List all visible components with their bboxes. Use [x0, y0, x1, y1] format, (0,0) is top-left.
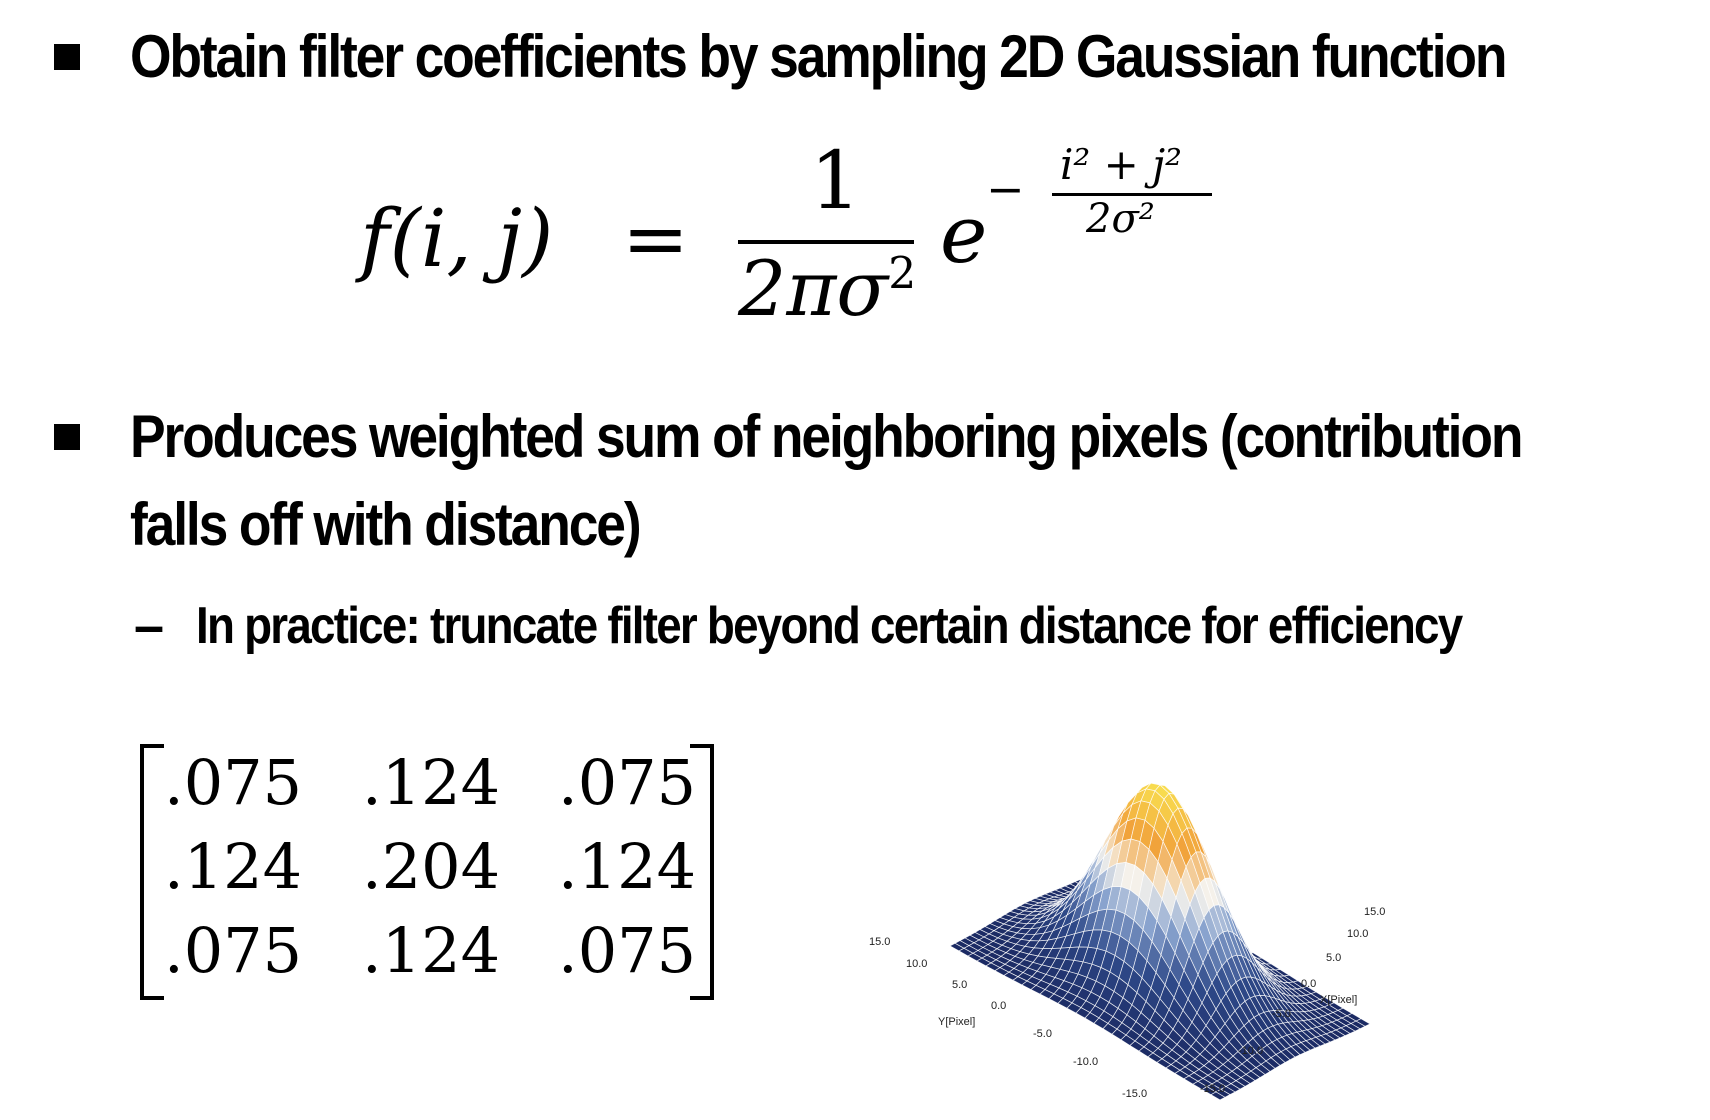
- denominator-exponent: 2: [888, 248, 917, 300]
- formula-numerator: 1: [810, 134, 861, 227]
- formula-equals: =: [622, 192, 690, 285]
- y-tick-label: 5.0: [952, 979, 968, 991]
- matrix-right-bracket: [690, 744, 714, 1000]
- sub-bullet-text: In practice: truncate filter beyond cert…: [196, 597, 1463, 655]
- x-tick-label: 10.0: [1347, 928, 1369, 940]
- exponent-numerator: i² + j²: [1060, 140, 1183, 189]
- exponent-denominator: 2σ²: [1086, 196, 1155, 242]
- matrix-cell: .075: [558, 746, 697, 819]
- matrix-cell: .124: [362, 746, 501, 819]
- x-tick-label: -5.0: [1272, 1008, 1291, 1020]
- x-tick-label: 15.0: [1364, 906, 1386, 918]
- formula-base-e: e: [940, 188, 988, 281]
- bullet-text-2-line-2: falls off with distance): [130, 491, 642, 558]
- matrix-cell: .075: [164, 746, 303, 819]
- y-tick-label: 15.0: [869, 936, 891, 948]
- formula-denominator: 2πσ2: [738, 244, 916, 333]
- matrix-cell: .075: [558, 914, 697, 987]
- bullet-square: [54, 44, 80, 70]
- x-tick-label: -15.0: [1200, 1083, 1226, 1095]
- x-tick-label: -10.0: [1238, 1045, 1264, 1057]
- matrix-left-bracket: [140, 744, 164, 1000]
- surface-mesh: [949, 782, 1371, 1101]
- y-tick-label: -10.0: [1073, 1056, 1099, 1068]
- matrix-cell: .075: [164, 914, 303, 987]
- x-tick-label: 0.0: [1301, 978, 1317, 990]
- gaussian-surface-plot: 15.0 10.0 5.0 0.0 Y[Pixel] -5.0 -10.0 -1…: [860, 720, 1420, 1120]
- matrix-cell: .124: [362, 914, 501, 987]
- matrix-cell: .204: [362, 830, 501, 903]
- sub-bullet-dash: –: [134, 596, 165, 656]
- denominator-text: 2πσ: [738, 244, 889, 333]
- y-axis-label: Y[Pixel]: [938, 1016, 976, 1028]
- formula-lhs: f(i, j): [360, 192, 554, 285]
- exponent-sign: −: [986, 162, 1025, 216]
- y-tick-label: -15.0: [1122, 1088, 1148, 1100]
- exponent-fraction-bar: [1052, 193, 1212, 196]
- y-tick-label: 0.0: [991, 1000, 1007, 1012]
- matrix-cell: .124: [558, 830, 697, 903]
- gaussian-formula: f(i, j) = 1 2πσ2 e − i² + j² 2σ²: [360, 134, 1260, 350]
- fraction-bar: [738, 240, 914, 244]
- matrix-cell: .124: [164, 830, 303, 903]
- bullet-square: [54, 424, 80, 450]
- kernel-matrix: .075 .124 .075 .124 .204 .124 .075 .124 …: [130, 740, 730, 1010]
- bullet-text-2-line-1: Produces weighted sum of neighboring pix…: [130, 403, 1523, 470]
- x-axis-label: X[Pixel]: [1320, 994, 1358, 1006]
- bullet-text-1: Obtain filter coefficients by sampling 2…: [130, 23, 1507, 90]
- y-tick-label: 10.0: [906, 958, 928, 970]
- y-tick-label: -5.0: [1033, 1028, 1052, 1040]
- x-tick-label: 5.0: [1326, 952, 1342, 964]
